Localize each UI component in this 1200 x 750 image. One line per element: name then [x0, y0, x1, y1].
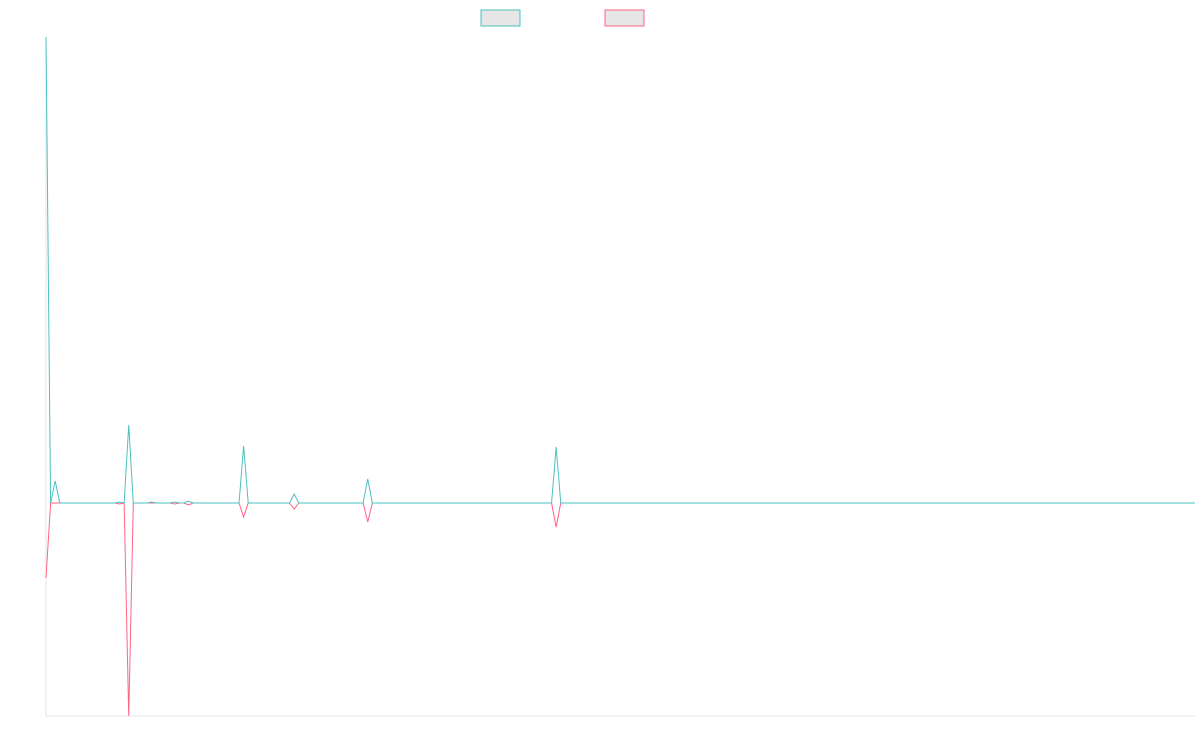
legend [480, 9, 645, 27]
series-line [45, 502, 1195, 717]
series-line [45, 36, 1195, 504]
legend-swatch [480, 9, 521, 27]
legend-swatch [604, 9, 645, 27]
